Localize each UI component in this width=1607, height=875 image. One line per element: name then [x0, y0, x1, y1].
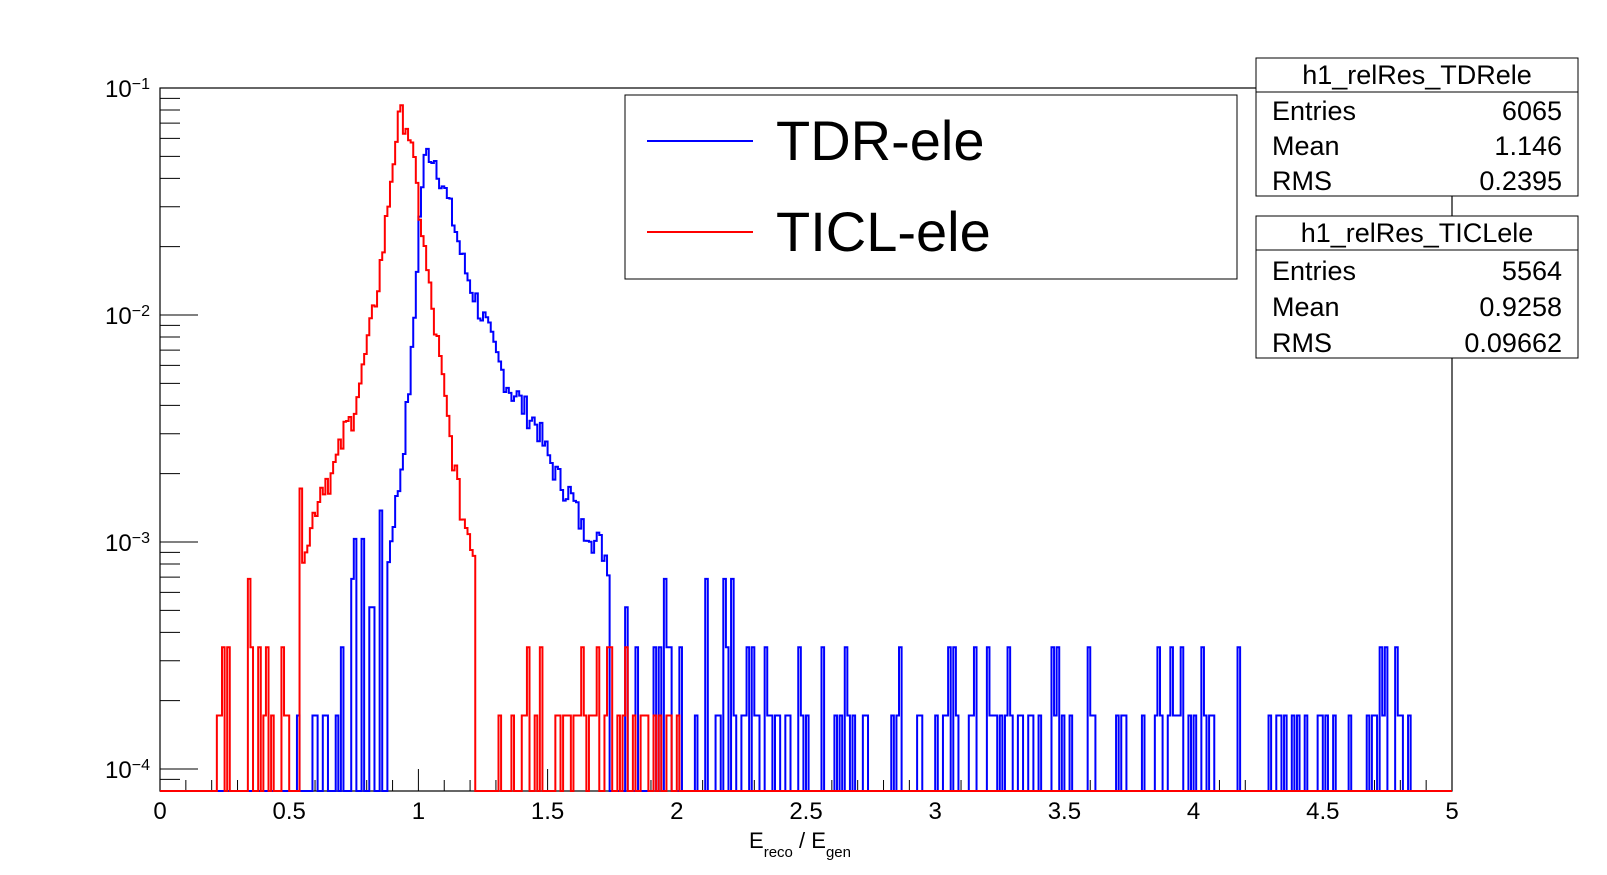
x-tick-label: 0	[153, 798, 166, 825]
stats-tdr-entries-label: Entries	[1272, 96, 1356, 126]
stats-tdr-rms-value: 0.2395	[1479, 166, 1562, 196]
stats-box-tdr-frame	[1255, 57, 1579, 197]
x-tick-label: 3	[929, 798, 942, 825]
stats-ticl-rms-label: RMS	[1272, 328, 1332, 358]
y-tick-label: 10−1	[105, 76, 150, 104]
stats-box-ticl: h1_relRes_TICLele Entries 5564 Mean 0.92…	[1255, 215, 1579, 359]
x-label-base: E	[749, 828, 764, 853]
stats-box-tdr: h1_relRes_TDRele Entries 6065 Mean 1.146…	[1255, 57, 1579, 197]
x-tick-label: 4.5	[1306, 798, 1339, 825]
legend-label-tdr: TDR-ele	[776, 109, 984, 172]
stats-ticl-entries-label: Entries	[1272, 256, 1356, 286]
x-tick-label: 5	[1445, 798, 1458, 825]
stats-ticl-mean-label: Mean	[1272, 292, 1340, 322]
y-tick-label: 10−3	[105, 530, 150, 558]
legend: TDR-ele TICL-ele	[624, 94, 1238, 280]
y-tick-label: 10−4	[105, 757, 150, 785]
stats-tdr-rms-label: RMS	[1272, 166, 1332, 196]
series-line-ticl-ele	[160, 104, 1452, 792]
x-axis-ticks: 0 0.5 1 1.5 2 2.5 3 3.5 4 4.5 5	[153, 769, 1459, 825]
stats-ticl-rms-value: 0.09662	[1464, 328, 1562, 358]
x-tick-label: 1.5	[531, 798, 564, 825]
legend-box	[624, 94, 1238, 280]
x-label-sub2: gen	[826, 844, 851, 861]
stats-box-tdr-title: h1_relRes_TDRele	[1302, 60, 1532, 90]
stats-tdr-mean-label: Mean	[1272, 131, 1340, 161]
x-tick-label: 4	[1187, 798, 1200, 825]
x-tick-label: 3.5	[1048, 798, 1081, 825]
stats-tdr-mean-value: 1.146	[1494, 131, 1562, 161]
y-axis-ticks: 10−1 10−2 10−3 10−4	[105, 76, 198, 792]
legend-label-ticl: TICL-ele	[776, 200, 991, 263]
x-tick-label: 2	[670, 798, 683, 825]
x-tick-label: 0.5	[273, 798, 306, 825]
stats-ticl-mean-value: 0.9258	[1479, 292, 1562, 322]
x-label-sub: reco	[764, 844, 793, 861]
x-axis-label: Ereco / Egen	[749, 828, 851, 861]
y-tick-label: 10−2	[105, 303, 150, 331]
stats-box-ticl-title: h1_relRes_TICLele	[1301, 218, 1534, 248]
x-tick-label: 2.5	[789, 798, 822, 825]
x-label-sep: /	[793, 828, 811, 853]
stats-tdr-entries-value: 6065	[1502, 96, 1562, 126]
stats-box-ticl-frame	[1255, 215, 1579, 359]
x-tick-label: 1	[412, 798, 425, 825]
series-layer	[160, 104, 1452, 792]
x-label-base2: E	[811, 828, 826, 853]
stats-ticl-entries-value: 5564	[1502, 256, 1562, 286]
